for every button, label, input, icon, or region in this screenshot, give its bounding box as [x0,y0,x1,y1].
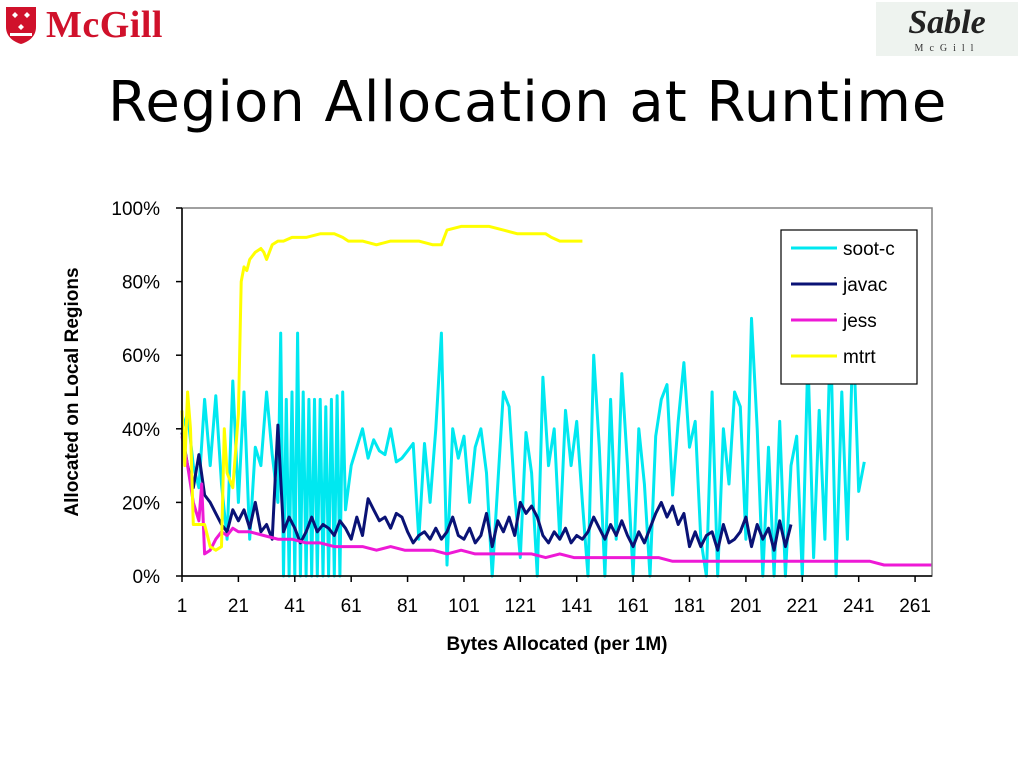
y-tick-label: 20% [122,493,160,514]
legend-label-jess: jess [842,311,877,332]
x-tick-label: 121 [504,596,536,617]
x-tick-label: 21 [228,596,249,617]
x-axis-title: Bytes Allocated (per 1M) [446,634,667,655]
axes: 0%20%40%60%80%100%1 21 41 61 81 101 121 141 161 1… [111,199,933,617]
sable-subtitle: McGill [914,43,980,54]
slide-title: Region Allocation at Runtime [108,70,948,135]
y-tick-label: 0% [133,567,161,588]
x-tick-label: 141 [561,596,593,617]
legend-label-soot-c: soot-c [843,239,895,260]
series-line-jess [180,435,932,567]
x-tick-label: 61 [341,596,362,617]
y-tick-label: 40% [122,420,160,441]
x-tick-label: 101 [448,596,480,617]
legend-label-javac: javac [842,275,887,296]
series-line-javac [180,423,793,552]
plot-area [180,224,932,578]
series-line-mtrt [180,224,583,552]
x-tick-label: 261 [899,596,931,617]
y-tick-label: 100% [111,199,160,220]
y-tick-label: 60% [122,346,160,367]
line-chart: 0%20%40%60%80%100%1 21 41 61 81 101 121 141 161 1… [62,199,933,655]
mcgill-logo: McGill [4,4,163,46]
legend-label-mtrt: mtrt [843,347,876,368]
x-tick-label: 221 [786,596,818,617]
x-tick-label: 81 [397,596,418,617]
x-tick-label: 1 [177,596,188,617]
mcgill-wordmark: McGill [46,4,163,46]
x-tick-label: 241 [843,596,875,617]
x-tick-label: 181 [674,596,706,617]
y-axis-title: Allocated on Local Regions [62,267,83,516]
x-tick-label: 41 [284,596,305,617]
legend: soot-c javac jess mtrt [780,229,918,385]
legend-box [780,229,918,385]
mcgill-shield-icon [6,7,36,44]
x-tick-label: 161 [617,596,649,617]
sable-wordmark: Sable [908,4,986,41]
x-tick-label: 201 [730,596,762,617]
y-tick-label: 80% [122,273,160,294]
sable-logo: Sable McGill [876,2,1018,56]
